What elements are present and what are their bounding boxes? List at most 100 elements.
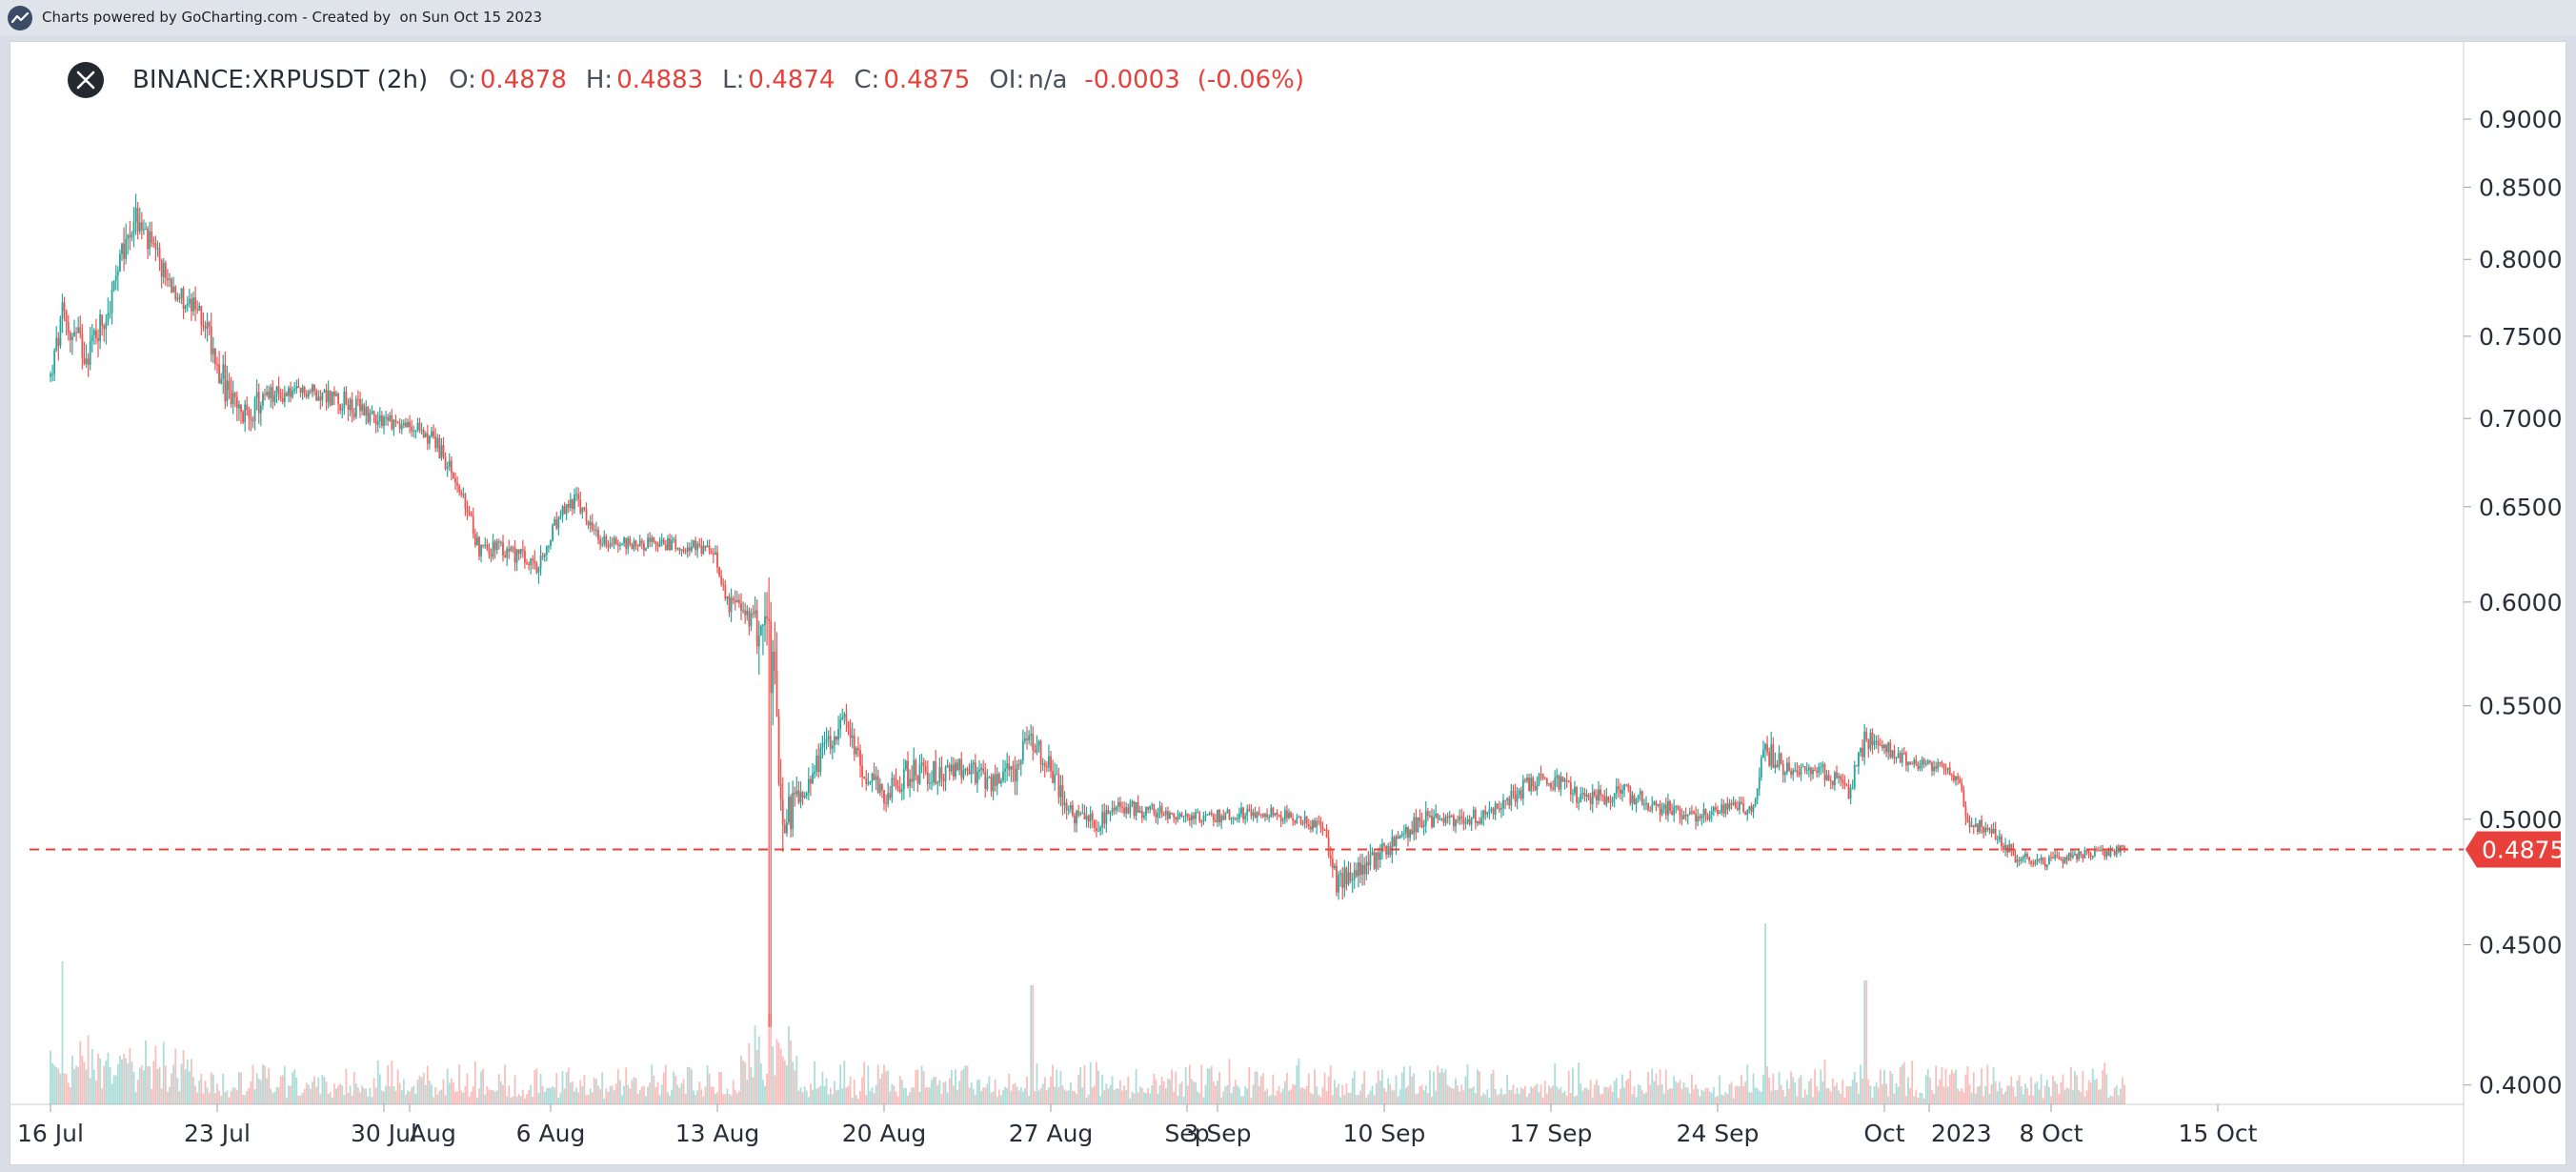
volume-bar xyxy=(1256,1071,1258,1104)
candle-body xyxy=(922,762,925,767)
volume-bar xyxy=(414,1093,417,1104)
candle-body xyxy=(484,544,487,546)
volume-bar xyxy=(1722,1095,1725,1104)
change-percent: (-0.06%) xyxy=(1197,66,1305,94)
candle-body xyxy=(1722,804,1725,814)
volume-bar xyxy=(1016,1086,1018,1104)
volume-bar xyxy=(1061,1085,1064,1104)
volume-bar xyxy=(1202,1097,1205,1104)
volume-bar xyxy=(2069,1066,2072,1104)
candle-body xyxy=(1325,829,1328,838)
volume-bar xyxy=(1617,1098,1620,1104)
candle-body xyxy=(851,735,854,738)
volume-bar xyxy=(1741,1075,1742,1104)
candle-body xyxy=(676,548,679,550)
volume-bar xyxy=(1981,1067,1982,1104)
volume-bar xyxy=(953,1085,955,1104)
volume-bar xyxy=(1860,1064,1862,1104)
volume-bar xyxy=(1840,1093,1842,1104)
candle-body xyxy=(1887,742,1890,753)
candle-body xyxy=(313,384,315,392)
candle-body xyxy=(744,610,747,616)
price-chart[interactable]: 0.40000.45000.50000.55000.60000.65000.70… xyxy=(10,42,2567,1166)
candle-body xyxy=(1855,764,1858,767)
volume-bar xyxy=(589,1088,592,1104)
candle-body xyxy=(1953,775,1955,781)
volume-bar xyxy=(2032,1095,2035,1104)
volume-bar xyxy=(1801,1097,1804,1104)
volume-bar xyxy=(1006,1087,1009,1104)
volume-bar xyxy=(1220,1097,1223,1104)
candle-body xyxy=(970,764,973,775)
candle-body xyxy=(1736,807,1739,810)
volume-bar xyxy=(2016,1080,2019,1104)
candle-body xyxy=(1048,756,1050,768)
candle-body xyxy=(176,297,179,300)
volume-bar xyxy=(218,1090,220,1104)
volume-bar xyxy=(1702,1091,1705,1104)
candle-body xyxy=(277,386,280,393)
volume-bar xyxy=(454,1091,456,1104)
candle-body xyxy=(1105,810,1108,824)
volume-bar xyxy=(827,1094,830,1104)
volume-bar xyxy=(1959,1091,1962,1104)
volume-bar xyxy=(1278,1085,1280,1104)
chart-panel[interactable]: 0.4000 0.4500 0.5000 0.5500 0.6000 0.6500 0.70… xyxy=(10,41,2567,1166)
candle-body xyxy=(1012,766,1015,770)
candle-body xyxy=(228,380,231,391)
volume-bar xyxy=(121,1059,123,1104)
volume-bar xyxy=(755,1049,758,1104)
candle-body xyxy=(948,765,951,772)
volume-bar xyxy=(878,1078,881,1104)
volume-bar xyxy=(259,1080,262,1104)
candle-body xyxy=(194,297,196,310)
candle-body xyxy=(1131,800,1134,804)
candle-body xyxy=(2028,857,2030,861)
candle-body xyxy=(103,325,106,330)
candle-body xyxy=(708,545,711,552)
candle-body xyxy=(2038,859,2041,860)
candle-body xyxy=(1532,778,1535,786)
volume-bar xyxy=(286,1097,288,1104)
candle-body xyxy=(1389,846,1392,856)
candle-body xyxy=(1728,802,1731,810)
price-tick-label: 0.8000 xyxy=(2479,246,2562,273)
candle-body xyxy=(1488,809,1491,813)
candle-body xyxy=(91,334,93,342)
volume-bar xyxy=(1858,1093,1860,1104)
price-axis[interactable]: 0.40000.45000.50000.55000.60000.65000.70… xyxy=(2464,106,2562,1100)
candle-body xyxy=(2069,852,2072,858)
candle-body xyxy=(688,547,691,552)
volume-bar xyxy=(1041,1083,1044,1104)
candle-body xyxy=(548,545,550,547)
candle-body xyxy=(1129,803,1132,814)
volume-bar xyxy=(1262,1073,1264,1104)
volume-bar xyxy=(376,1060,379,1104)
candle-body xyxy=(1167,811,1169,819)
volume-bar xyxy=(913,1087,916,1104)
candle-body xyxy=(138,222,141,232)
volume-bar xyxy=(916,1069,919,1104)
volume-bar xyxy=(994,1079,996,1104)
candle-body xyxy=(394,419,397,422)
candle-body xyxy=(1226,809,1229,814)
candle-body xyxy=(1937,761,1940,769)
volume-bar xyxy=(674,1075,677,1104)
candle-body xyxy=(1220,816,1223,823)
candle-body xyxy=(1383,843,1385,846)
volume-bar xyxy=(131,1061,133,1104)
volume-bar xyxy=(1838,1090,1840,1104)
candle-body xyxy=(803,796,806,798)
volume-bar xyxy=(396,1069,399,1104)
volume-bar xyxy=(1941,1067,1943,1104)
candle-body xyxy=(1639,791,1641,796)
candle-body xyxy=(158,248,161,261)
volume-bar xyxy=(413,1085,415,1104)
volume-bar xyxy=(843,1060,846,1104)
candle-body xyxy=(1028,736,1030,740)
volume-bar xyxy=(992,1091,995,1104)
candle-body xyxy=(1474,809,1477,823)
volume-bar xyxy=(929,1087,931,1104)
candle-body xyxy=(2024,853,2026,858)
